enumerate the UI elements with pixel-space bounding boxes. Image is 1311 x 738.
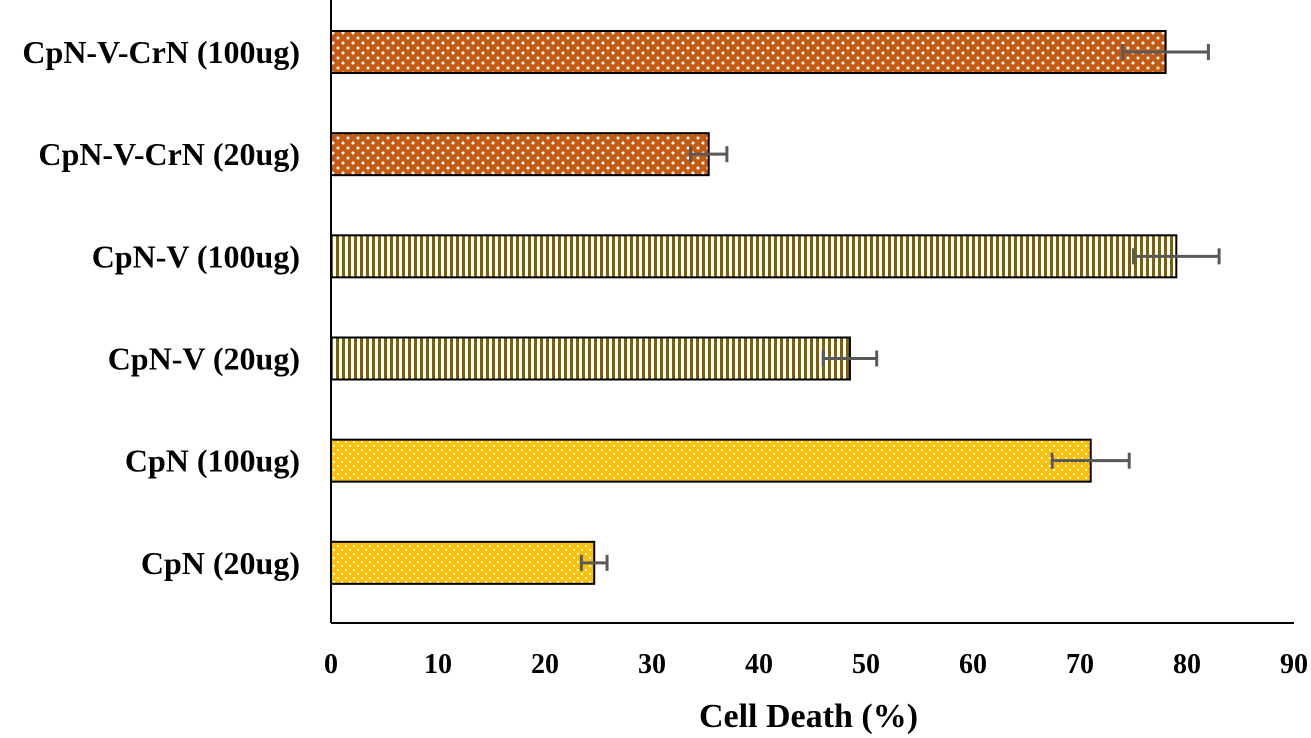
- bar-2: [330, 234, 1178, 279]
- x-tick-label-8: 80: [1173, 649, 1201, 680]
- x-tick-label-1: 10: [424, 649, 452, 680]
- bar-4: [330, 438, 1092, 483]
- bar-0: [330, 30, 1167, 74]
- bar-3: [330, 336, 851, 381]
- error-bar-5: [579, 554, 609, 571]
- category-label-5: CpN (20ug): [141, 545, 300, 581]
- error-bar-4: [1050, 452, 1131, 469]
- x-tick-label-3: 30: [638, 649, 666, 680]
- category-label-0: CpN-V-CrN (100ug): [22, 34, 300, 70]
- category-label-4: CpN (100ug): [125, 443, 300, 479]
- error-bars-layer: [579, 44, 1221, 571]
- x-tick-label-6: 60: [959, 649, 987, 680]
- x-axis-title: Cell Death (%): [699, 698, 918, 735]
- bar-1: [330, 132, 710, 177]
- error-bar-0: [1121, 44, 1210, 60]
- x-tick-label-9: 90: [1280, 649, 1308, 680]
- error-bar-3: [821, 350, 879, 367]
- category-label-2: CpN-V (100ug): [92, 238, 300, 274]
- bars-layer: [330, 30, 1178, 585]
- x-tick-label-7: 70: [1066, 649, 1094, 680]
- x-tick-label-5: 50: [852, 649, 880, 680]
- category-labels: CpN-V-CrN (100ug) CpN-V-CrN (20ug) CpN-V (…: [22, 34, 300, 581]
- bar-5: [330, 540, 596, 585]
- category-label-3: CpN-V (20ug): [108, 341, 300, 377]
- x-tick-labels: 0 10 20 30 40 50 60 70 80 90: [324, 649, 1308, 680]
- x-tick-label-0: 0: [324, 649, 338, 680]
- error-bar-1: [689, 146, 729, 163]
- error-bar-2: [1132, 248, 1221, 265]
- category-label-1: CpN-V-CrN (20ug): [38, 136, 300, 172]
- x-tick-label-2: 20: [531, 649, 559, 680]
- x-tick-label-4: 40: [745, 649, 773, 680]
